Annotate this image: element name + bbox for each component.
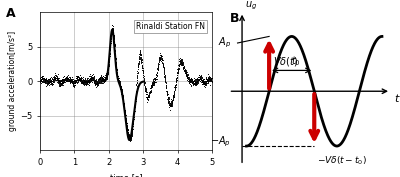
Text: $t$: $t$: [394, 92, 400, 104]
Y-axis label: ground acceleration[m/s²]: ground acceleration[m/s²]: [8, 31, 17, 132]
Text: $-V\delta(t-t_0)$: $-V\delta(t-t_0)$: [317, 154, 367, 167]
Text: Rinaldi Station FN: Rinaldi Station FN: [136, 22, 205, 31]
X-axis label: time [s]: time [s]: [110, 173, 142, 177]
Text: $-A_p$: $-A_p$: [210, 135, 231, 149]
Text: $\ddot{u}_g$: $\ddot{u}_g$: [245, 0, 257, 12]
Text: $A_p$: $A_p$: [218, 36, 231, 50]
Text: B: B: [230, 12, 239, 25]
Text: $t_0$: $t_0$: [291, 54, 301, 68]
Text: $V\delta(t)$: $V\delta(t)$: [273, 55, 298, 68]
Text: A: A: [6, 7, 15, 20]
